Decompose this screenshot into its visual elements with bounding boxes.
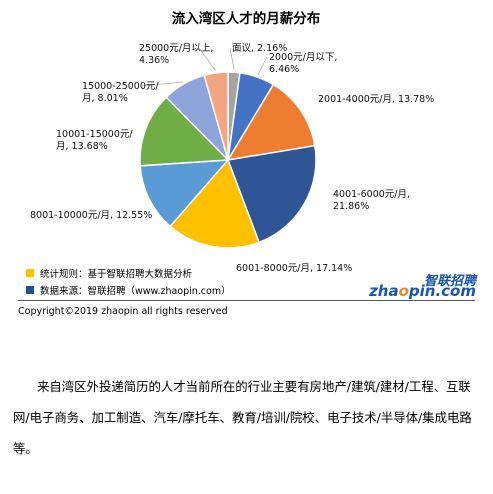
- leader-line: [257, 56, 268, 76]
- stat-rule-swatch: [26, 269, 34, 277]
- slice-label: 2001-4000元/月, 13.78%: [318, 94, 434, 105]
- pie-slice: [169, 158, 261, 249]
- slice-label: 8001-10000元/月, 12.55%: [30, 210, 152, 221]
- stat-rule-note: 统计规则：基于智联招聘大数据分析: [26, 266, 192, 280]
- data-source-text: 数据来源：智联招聘（www.zhaopin.com）: [40, 286, 231, 297]
- slice-label: 月, 13.68%: [56, 141, 108, 152]
- body-paragraph: 来自湾区外投递简历的人才当前所在的行业主要有房地产/建筑/建材/工程、互联网/电…: [13, 379, 472, 456]
- logo-en-text: zhaopin.com: [369, 282, 476, 300]
- data-source-note: 数据来源：智联招聘（www.zhaopin.com）: [26, 283, 231, 297]
- slice-label: 25000元/月以上,: [139, 43, 213, 54]
- pie-labels: 面议, 2.16%2000元/月以下,6.46% 2001-4000元/月, 13…: [30, 43, 434, 274]
- leader-line: [229, 47, 235, 71]
- pie-chart: 流入湾区人才的月薪分布 面议, 2.16%2000元/月以下,6.46% 2001…: [30, 10, 434, 274]
- divider-line: [18, 300, 475, 301]
- data-source-swatch: [26, 286, 34, 294]
- pie-slices: [139, 71, 317, 249]
- pie-slice: [203, 71, 229, 161]
- pie-slice: [139, 159, 230, 228]
- slice-label: 4001-6000元/月,: [333, 189, 410, 200]
- slice-label: 4.36%: [139, 55, 169, 66]
- logo-cn-text: 智联招聘: [423, 274, 476, 289]
- stat-rule-text: 统计规则：基于智联招聘大数据分析: [40, 269, 193, 280]
- zhaopin-logo: 智联招聘 zhaopin.com: [368, 270, 476, 300]
- leader-line: [198, 47, 216, 71]
- slice-label: 6.46%: [269, 64, 299, 75]
- pie-slice: [139, 96, 230, 167]
- copyright-text: Copyright©2019 zhaopin all rights reserv…: [18, 306, 228, 317]
- slice-label: 21.86%: [333, 201, 369, 212]
- slice-label: 6001-8000元/月, 17.14%: [236, 263, 352, 274]
- slice-label: 面议, 2.16%: [232, 43, 287, 54]
- slice-label: 15000-25000元/: [82, 81, 159, 92]
- slice-label: 2000元/月以下,: [269, 52, 337, 63]
- slice-label: 月, 8.01%: [82, 93, 128, 104]
- slice-label: 10001-15000元/: [56, 129, 133, 140]
- pie-slice: [226, 83, 316, 162]
- leader-line: [141, 81, 183, 87]
- chart-title: 流入湾区人才的月薪分布: [172, 10, 321, 27]
